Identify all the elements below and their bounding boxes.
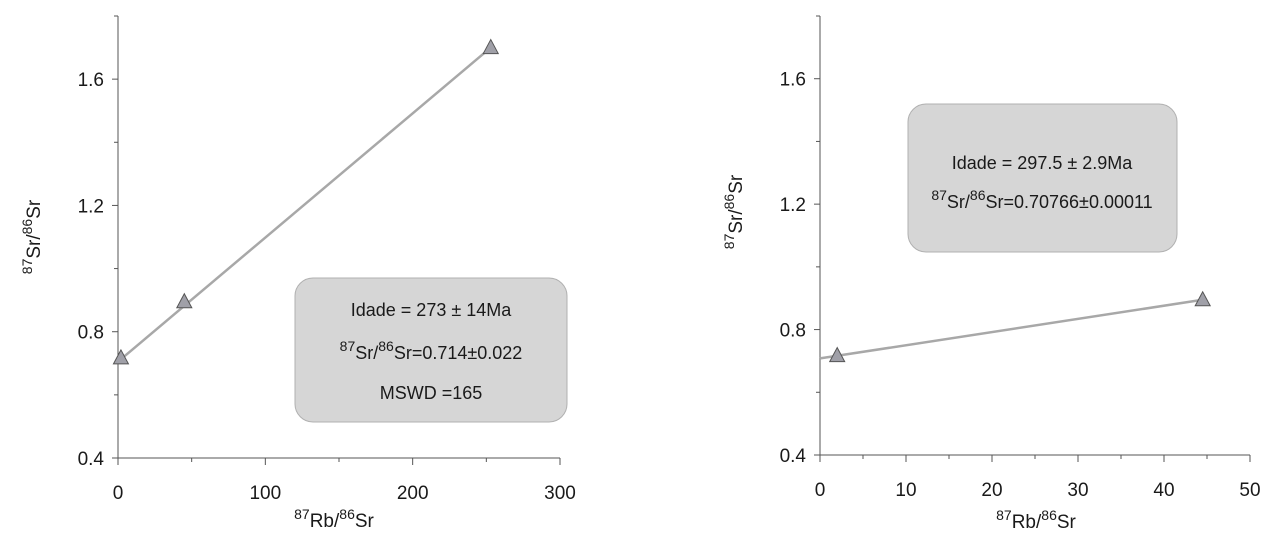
panel-2-x-tick-label: 50 xyxy=(1239,480,1260,501)
panel-2-y-axis-title-sup-1: 87 xyxy=(721,233,737,249)
panel-2-annotation-box xyxy=(907,103,1178,253)
panel-2-y-tick-label: 0.8 xyxy=(780,321,806,342)
panel-1-x-tick-label: 300 xyxy=(544,483,576,504)
panel-1-y-tick-label: 1.2 xyxy=(78,196,104,217)
panel-1-chart: 0.40.81.21.60 100 200 30087Rb/86Sr87Sr/86Sr… xyxy=(19,15,576,532)
panel-2-data-point xyxy=(1194,290,1212,307)
panel-2-y-tick-label: 1.6 xyxy=(780,70,806,91)
panel-2-x-tick-label: 0 xyxy=(815,480,826,501)
panel-1-x-tick-label: 200 xyxy=(397,483,429,504)
panel-2-initial-ratio-label-sup-1: 87 xyxy=(931,187,947,203)
panel-2-initial-ratio-label: 87Sr/86Sr=0.70766±0.00011 xyxy=(931,187,1152,212)
panel-1-initial-ratio-label-base-1: Sr/ xyxy=(355,343,378,363)
panel-1-x-axis-title-sup-2: 86 xyxy=(339,506,355,522)
panel-1-annotation-box xyxy=(294,277,568,423)
panel-1-x-tick-label: 0 xyxy=(113,483,124,504)
panel-1-x-axis-title-base-1: Rb/ xyxy=(310,511,340,532)
panel-2-x-axis-title-base-2: Sr xyxy=(1057,512,1077,533)
panel-1-initial-ratio-label-sup-1: 87 xyxy=(340,338,356,354)
panel-2-x-tick-label: 10 xyxy=(895,480,916,501)
panel-1-x-axis-title-sup-1: 87 xyxy=(294,506,310,522)
panel-2-initial-ratio-label-sup-2: 86 xyxy=(970,187,986,203)
panel-2-data-point xyxy=(828,346,846,363)
panel-1-mswd-label: MSWD =165 xyxy=(380,383,483,403)
panel-1-regression-line xyxy=(117,46,492,363)
panel-1-x-tick-label: 100 xyxy=(249,483,281,504)
panel-1-y-axis-title-sup-1: 87 xyxy=(19,258,35,274)
panel-1-data-point xyxy=(175,292,193,309)
panel-1-data-point xyxy=(482,38,500,55)
panel-1-data-point xyxy=(112,348,130,365)
panel-1-y-tick-label: 0.4 xyxy=(78,449,105,470)
panel-1-y-axis-title: 87Sr/86Sr xyxy=(19,199,45,274)
panel-2-y-axis-title-base-2: Sr xyxy=(726,174,747,194)
panel-2-y-tick-label: 0.4 xyxy=(780,446,807,467)
panel-1-y-axis-title-sup-2: 86 xyxy=(19,219,35,235)
panel-2-y-axis-title-sup-2: 86 xyxy=(721,194,737,210)
panel-1-x-axis-title-base-2: Sr xyxy=(355,511,375,532)
panel-1-y-tick-label: 0.8 xyxy=(78,323,104,344)
panel-2-initial-ratio-label-base-2: Sr=0.70766±0.00011 xyxy=(985,192,1152,212)
panel-1-initial-ratio-label: 87Sr/86Sr=0.714±0.022 xyxy=(340,338,523,363)
panel-2-age-label: Idade = 297.5 ± 2.9Ma xyxy=(952,153,1133,173)
panel-1-x-axis-title: 87Rb/86Sr xyxy=(294,506,374,532)
panel-1-y-axis-title-base-2: Sr xyxy=(24,199,45,219)
panel-1-initial-ratio-label-base-2: Sr=0.714±0.022 xyxy=(394,343,522,363)
panel-2-x-tick-label: 30 xyxy=(1067,480,1088,501)
panel-2-chart: 0.40.81.21.60 10 20 30 40 5087Rb/86Sr87Sr/86S… xyxy=(721,15,1261,533)
panel-1-age-label: Idade = 273 ± 14Ma xyxy=(351,300,512,320)
panel-1-y-tick-label: 1.6 xyxy=(78,70,104,91)
panel-2-x-tick-label: 20 xyxy=(981,480,1002,501)
panel-2-initial-ratio-label-base-1: Sr/ xyxy=(947,192,970,212)
panel-1-initial-ratio-label-sup-2: 86 xyxy=(378,338,394,354)
panel-1-y-axis-title-base-1: Sr/ xyxy=(24,234,45,259)
panel-2-x-axis-title: 87Rb/86Sr xyxy=(996,507,1076,533)
panel-2-y-axis-title: 87Sr/86Sr xyxy=(721,174,747,249)
panel-2-y-axis-title-base-1: Sr/ xyxy=(726,209,747,234)
panel-2-x-axis-title-sup-2: 86 xyxy=(1041,507,1057,523)
panel-2-y-tick-label: 1.2 xyxy=(780,195,806,216)
panel-2-x-axis-title-sup-1: 87 xyxy=(996,507,1012,523)
panel-2-x-tick-label: 40 xyxy=(1153,480,1174,501)
panel-2-regression-line xyxy=(819,298,1203,360)
panel-2-x-axis-title-base-1: Rb/ xyxy=(1012,512,1042,533)
